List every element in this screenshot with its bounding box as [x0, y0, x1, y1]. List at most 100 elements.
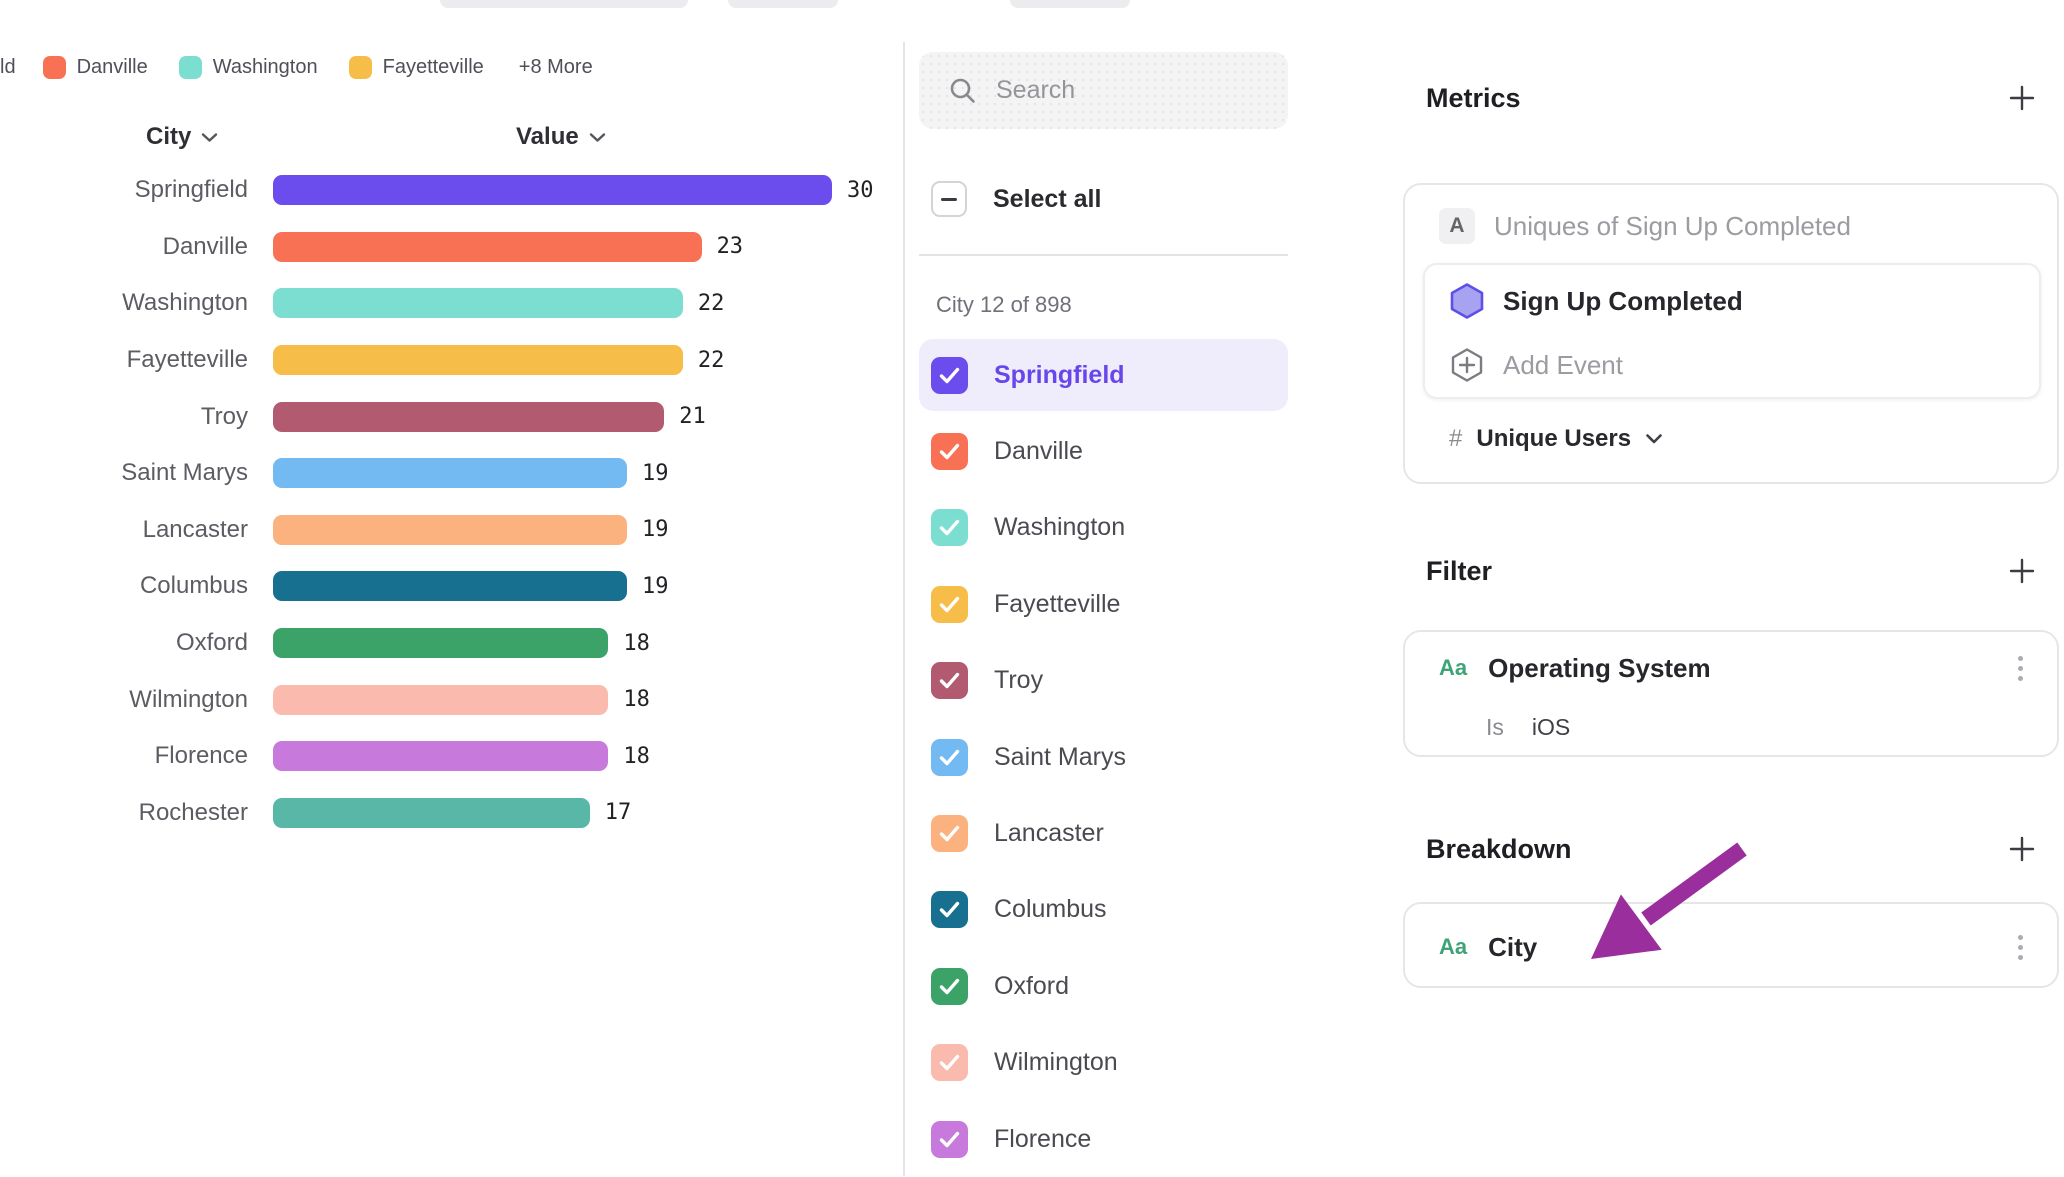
city-list-item[interactable]: Springfield	[903, 337, 1368, 413]
chevron-down-icon	[1646, 434, 1662, 444]
city-list-item[interactable]: Danville	[903, 413, 1368, 489]
bar[interactable]	[273, 571, 628, 602]
bar[interactable]	[273, 345, 683, 376]
bar[interactable]	[273, 458, 628, 489]
bar-category-label: Washington	[122, 289, 248, 317]
checkmark-icon	[939, 596, 960, 613]
metric-summary-row[interactable]: A Uniques of Sign Up Completed	[1439, 208, 1851, 244]
city-list-item[interactable]: Florence	[903, 1101, 1368, 1177]
bar-value-label: 19	[642, 460, 669, 486]
legend-item-truncated[interactable]: ld	[0, 55, 16, 78]
bar-value-label: 19	[642, 573, 669, 599]
city-checkbox[interactable]	[931, 1120, 968, 1158]
bar-row: Troy 21	[0, 388, 903, 445]
city-checkbox[interactable]	[931, 585, 968, 623]
legend-more-label[interactable]: +8 More	[518, 55, 593, 78]
city-list-item[interactable]: Wilmington	[903, 1025, 1368, 1101]
filter-heading: Filter	[1426, 555, 1493, 586]
bar[interactable]	[273, 401, 665, 432]
bar-row: Saint Marys 19	[0, 445, 903, 502]
city-label: Wilmington	[994, 1048, 1118, 1077]
chart-legend: ld Danville Washington Fayetteville +8 Mor…	[0, 52, 593, 82]
bar[interactable]	[273, 288, 683, 319]
add-event-label: Add Event	[1503, 349, 1623, 380]
metric-card[interactable]: A Uniques of Sign Up Completed Sign Up C…	[1403, 183, 2059, 484]
city-checkbox[interactable]	[931, 509, 968, 547]
filter-property-row[interactable]: Aa Operating System	[1439, 650, 1711, 686]
breakdown-property-label: City	[1488, 931, 1538, 962]
bar-row: Fayetteville 22	[0, 332, 903, 389]
city-list-item[interactable]: Columbus	[903, 872, 1368, 948]
column-header-value[interactable]: Value	[516, 120, 606, 154]
add-filter-button[interactable]	[2006, 555, 2038, 587]
city-list-item[interactable]: Saint Marys	[903, 719, 1368, 795]
column-header-city[interactable]: City	[146, 120, 218, 154]
bar[interactable]	[273, 231, 702, 262]
breakdown-card[interactable]: Aa City	[1403, 902, 2059, 988]
bar-category-label: Danville	[162, 232, 248, 260]
bar-category-label: Rochester	[138, 798, 248, 826]
legend-label: Fayetteville	[382, 55, 484, 78]
city-list-item[interactable]: Lancaster	[903, 795, 1368, 871]
breakdown-heading: Breakdown	[1426, 833, 1572, 864]
filter-card[interactable]: Aa Operating System Is iOS	[1403, 630, 2059, 757]
legend-item[interactable]: Fayetteville	[348, 55, 484, 79]
bar[interactable]	[273, 741, 609, 772]
metric-summary-label: Uniques of Sign Up Completed	[1494, 210, 1851, 241]
city-list-item[interactable]: Oxford	[903, 948, 1368, 1024]
bar-value-label: 17	[604, 800, 632, 826]
city-checkbox[interactable]	[931, 662, 968, 700]
city-label: Washington	[994, 513, 1126, 542]
select-all-row[interactable]: Select all	[931, 181, 1101, 217]
search-input[interactable]	[994, 75, 1268, 106]
event-row[interactable]: Sign Up Completed	[1449, 282, 1743, 320]
plus-icon	[2009, 836, 2035, 862]
city-checkbox[interactable]	[931, 433, 968, 471]
bar[interactable]	[273, 684, 609, 715]
add-breakdown-button[interactable]	[2006, 833, 2038, 865]
bar-category-label: Saint Marys	[121, 459, 248, 487]
checkmark-icon	[939, 367, 960, 383]
search-icon	[950, 78, 975, 103]
add-event-hexagon-plus-icon	[1451, 348, 1483, 382]
bar-row: Oxford 18	[0, 615, 903, 672]
city-list-item[interactable]: Washington	[903, 490, 1368, 566]
bar-value-label: 18	[623, 743, 650, 769]
legend-item[interactable]: Danville	[42, 55, 148, 79]
bar[interactable]	[273, 797, 590, 828]
filter-condition-row[interactable]: Is iOS	[1486, 714, 1570, 741]
add-event-row[interactable]: Add Event	[1449, 346, 1623, 384]
metric-letter-badge: A	[1439, 208, 1475, 244]
city-label: Danville	[994, 437, 1083, 466]
checkmark-icon	[939, 902, 960, 918]
select-all-checkbox[interactable]	[931, 181, 967, 217]
breakdown-property-row[interactable]: Aa City	[1439, 929, 1537, 965]
search-box[interactable]	[919, 52, 1288, 129]
string-property-icon: Aa	[1439, 655, 1468, 680]
legend-item[interactable]: Washington	[178, 55, 318, 79]
bar-category-label: Fayetteville	[126, 346, 248, 374]
city-label: Columbus	[994, 895, 1107, 924]
hash-icon: #	[1449, 425, 1463, 452]
city-list-item[interactable]: Fayetteville	[903, 566, 1368, 642]
city-count-label: City 12 of 898	[936, 292, 1072, 317]
add-metric-button[interactable]	[2006, 82, 2038, 114]
filter-menu-button[interactable]	[2005, 650, 2035, 686]
legend-swatch	[42, 55, 66, 79]
bar-value-label: 22	[697, 290, 725, 316]
measure-dropdown[interactable]: # Unique Users	[1449, 425, 1663, 453]
bar[interactable]	[273, 175, 832, 206]
city-checkbox[interactable]	[931, 815, 968, 853]
bar[interactable]	[273, 628, 609, 659]
breakdown-menu-button[interactable]	[2005, 929, 2035, 965]
city-checkbox[interactable]	[931, 1044, 968, 1082]
city-selector-panel: Select all City 12 of 898 Springfield Dan…	[903, 0, 1368, 1176]
city-checkbox[interactable]	[931, 967, 968, 1005]
city-checkbox[interactable]	[931, 738, 968, 776]
checkmark-icon	[939, 1055, 960, 1071]
city-checkbox[interactable]	[931, 356, 968, 394]
bar[interactable]	[273, 514, 628, 545]
city-checkbox[interactable]	[931, 891, 968, 929]
legend-swatch	[178, 55, 202, 79]
city-list-item[interactable]: Troy	[903, 643, 1368, 719]
